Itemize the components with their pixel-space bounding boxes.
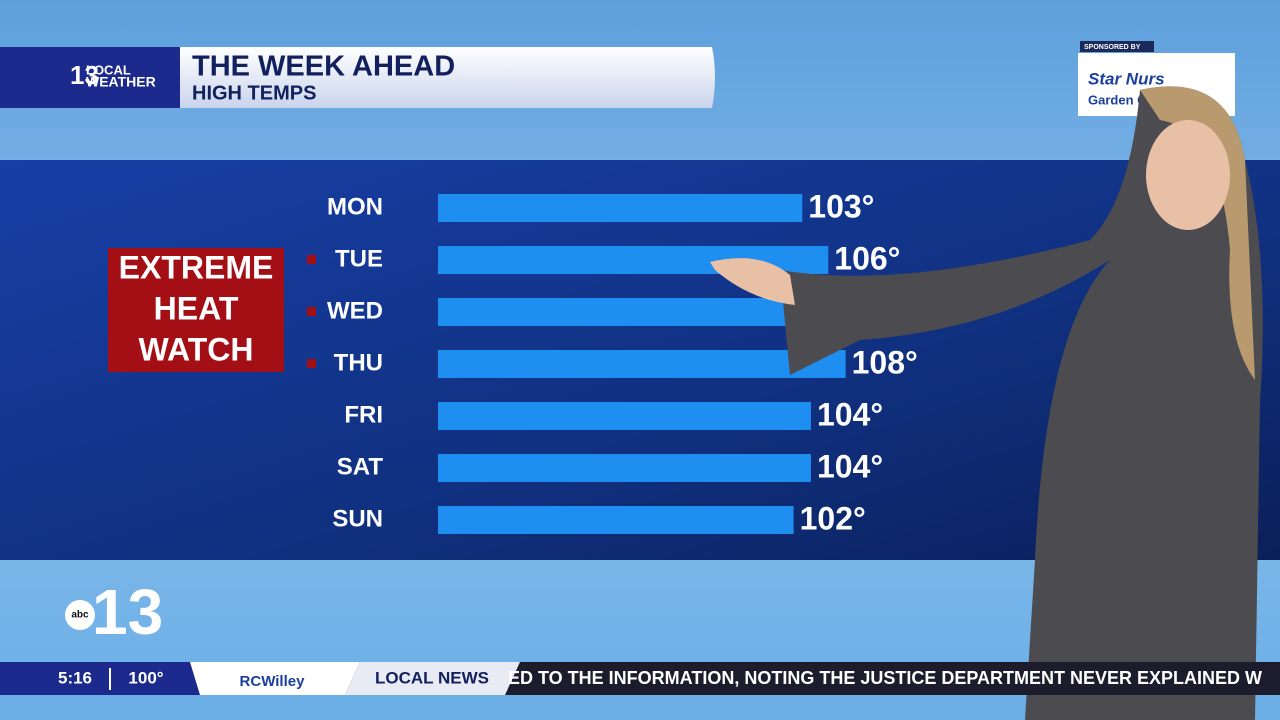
- bar: [438, 506, 794, 534]
- day-label: TUE: [335, 245, 383, 272]
- day-label: SAT: [337, 453, 384, 480]
- value-label: 104°: [817, 396, 883, 432]
- alert-text: HEAT: [154, 290, 239, 326]
- value-label: 108°: [852, 344, 918, 380]
- network-logo: [65, 600, 95, 630]
- bar: [438, 402, 811, 430]
- alert-text: EXTREME: [119, 249, 274, 285]
- day-label: WED: [327, 297, 383, 324]
- value-label: 106°: [834, 240, 900, 276]
- brand-block: [0, 47, 180, 108]
- value-label: 102°: [800, 500, 866, 536]
- network-name: abc: [71, 610, 89, 621]
- alert-text: WATCH: [139, 331, 254, 367]
- value-label: 103°: [808, 188, 874, 224]
- bar-chart: EXTREMEHEATWATCHMON103°TUE106°WED107°THU…: [119, 188, 918, 536]
- presenter-hand: [710, 258, 795, 305]
- ticker-section-block: [345, 662, 520, 695]
- sponsor-name: Star Nurs: [1088, 69, 1165, 88]
- alert-marker: [307, 359, 316, 368]
- presenter: [780, 86, 1263, 720]
- sponsor-sub: Garden C: [1088, 92, 1147, 107]
- presenter-face: [1146, 120, 1230, 230]
- brand-bottom: WEATHER: [86, 74, 156, 90]
- ticker-sponsor: RCWilley: [240, 673, 306, 690]
- value-label: 104°: [817, 448, 883, 484]
- day-label: SUN: [332, 505, 383, 532]
- alert-marker: [307, 307, 316, 316]
- bar: [438, 350, 846, 378]
- day-label: THU: [334, 349, 383, 376]
- bar: [438, 194, 803, 222]
- ticker-time: 5:16: [58, 668, 92, 687]
- sponsor-label: SPONSORED BY: [1084, 44, 1141, 51]
- ticker-sponsor-block: [190, 662, 360, 695]
- ticker-section: LOCAL NEWS: [375, 668, 489, 687]
- ticker-clock: [0, 662, 200, 695]
- bar: [438, 454, 811, 482]
- title-bar: [180, 47, 715, 108]
- sponsor-tag: [1080, 41, 1154, 52]
- day-label: MON: [327, 193, 383, 220]
- alert-marker: [307, 255, 316, 264]
- bar: [438, 298, 837, 326]
- ticker-text: ED TO THE INFORMATION, NOTING THE JUSTIC…: [508, 668, 1262, 688]
- day-label: FRI: [344, 401, 383, 428]
- station-logo: 13: [92, 576, 163, 648]
- alert-box: [108, 248, 284, 372]
- chart-title: THE WEEK AHEAD: [192, 51, 455, 83]
- ticker-temp: 100°: [128, 668, 163, 687]
- brand-top: LOCAL: [86, 62, 131, 77]
- brand-number: 13: [70, 60, 99, 90]
- chart-subtitle: HIGH TEMPS: [192, 82, 316, 104]
